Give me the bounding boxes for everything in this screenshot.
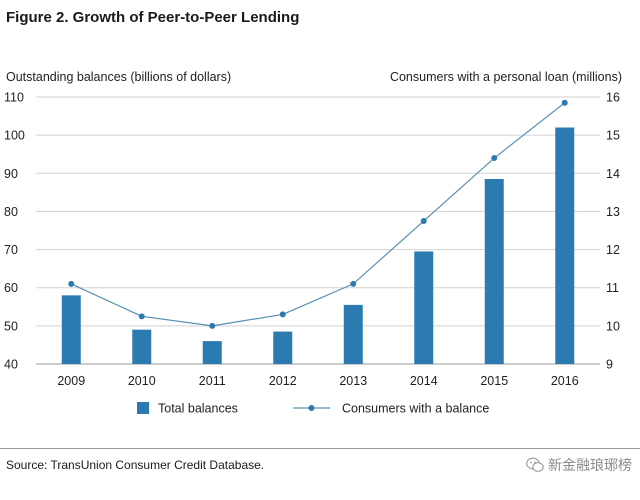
bar (273, 331, 293, 364)
x-tick-label: 2014 (410, 374, 438, 388)
left-axis-title: Outstanding balances (billions of dollar… (6, 70, 231, 84)
right-axis-title: Consumers with a personal loan (millions… (390, 70, 622, 84)
line-point (279, 311, 286, 318)
bar (343, 304, 363, 364)
series-line (70, 102, 566, 327)
right-tick-label: 10 (606, 319, 620, 333)
right-tick-label: 14 (606, 167, 620, 181)
x-tick-label: 2010 (128, 374, 156, 388)
left-tick-label: 100 (4, 129, 25, 143)
left-axis-ticks: 40 50 60 70 80 90 100 110 (4, 91, 25, 372)
bar (61, 295, 81, 364)
legend-bar-swatch (137, 402, 149, 414)
right-tick-label: 12 (606, 243, 620, 257)
left-tick-label: 80 (4, 205, 18, 219)
bar-series-total-balances (61, 127, 575, 364)
line-point (420, 217, 427, 224)
grid-lines (36, 96, 600, 365)
left-tick-label: 110 (4, 91, 24, 105)
source-note: Source: TransUnion Consumer Credit Datab… (6, 458, 265, 472)
legend-marker-swatch (308, 405, 315, 411)
left-tick-label: 70 (4, 243, 18, 257)
legend: Total balances Consumers with a balance (137, 402, 489, 416)
left-tick-label: 90 (4, 167, 18, 181)
bar (202, 341, 222, 364)
line-point (209, 322, 216, 329)
right-axis-ticks: 9 10 11 12 13 14 15 16 (606, 91, 620, 372)
left-tick-label: 50 (4, 319, 18, 333)
legend-label-consumers: Consumers with a balance (342, 402, 489, 416)
x-tick-label: 2012 (269, 374, 297, 388)
watermark-text: 新金融琅琊榜 (548, 458, 632, 474)
chart: Outstanding balances (billions of dollar… (4, 70, 622, 416)
left-tick-label: 40 (4, 358, 18, 372)
wechat-icon (526, 457, 544, 472)
x-axis-ticks: 2009 2010 2011 2012 2013 2014 2015 2016 (57, 374, 578, 388)
x-tick-label: 2016 (551, 374, 579, 388)
x-tick-label: 2011 (199, 374, 226, 388)
figure-title: Figure 2. Growth of Peer-to-Peer Lending (6, 9, 300, 26)
line-series-consumers (68, 99, 568, 329)
left-tick-label: 60 (4, 281, 18, 295)
bar (132, 329, 152, 364)
right-tick-label: 15 (606, 129, 620, 143)
line-point (561, 99, 568, 106)
right-tick-label: 11 (606, 281, 619, 295)
x-tick-label: 2009 (57, 374, 85, 388)
line-point (138, 313, 145, 320)
bar (414, 251, 434, 364)
bar (555, 127, 575, 364)
right-tick-label: 16 (606, 91, 620, 105)
right-tick-label: 9 (606, 358, 613, 372)
x-tick-label: 2015 (480, 374, 508, 388)
line-point (491, 155, 498, 162)
x-tick-label: 2013 (339, 374, 367, 388)
bar (484, 179, 504, 364)
right-tick-label: 13 (606, 205, 620, 219)
watermark: 新金融琅琊榜 (526, 455, 632, 475)
footer-divider (0, 448, 640, 449)
line-point (68, 280, 75, 287)
legend-label-total-balances: Total balances (158, 402, 238, 416)
line-point (350, 280, 357, 287)
